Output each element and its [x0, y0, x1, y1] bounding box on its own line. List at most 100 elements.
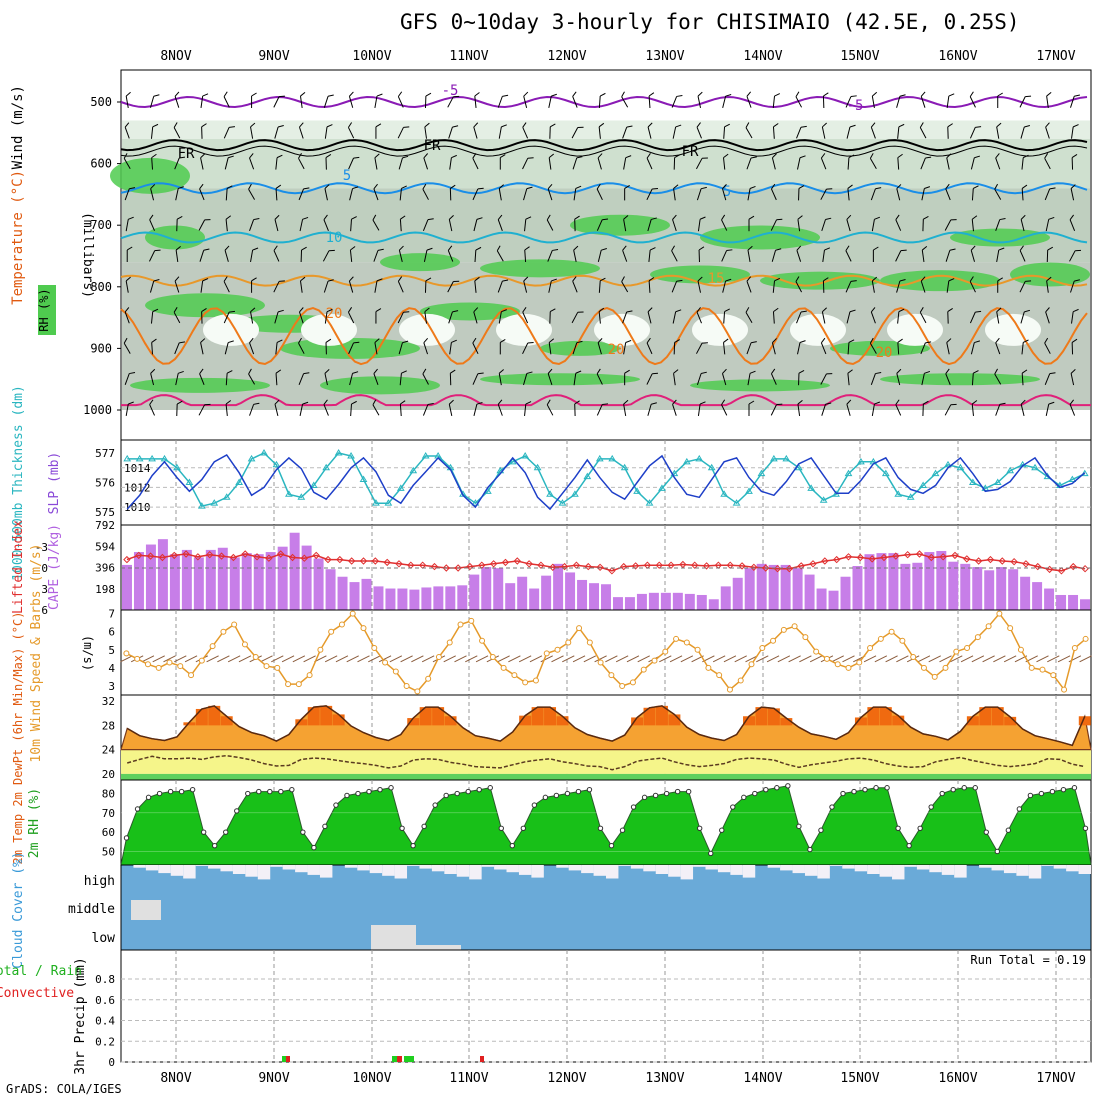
cape-bar [768, 564, 779, 610]
barb-staff [274, 126, 279, 139]
wind-barb [298, 153, 305, 170]
barb-staff [721, 250, 728, 262]
barb-flag [674, 339, 680, 343]
cloud-high-gap [295, 865, 308, 873]
barb-staff [871, 280, 875, 293]
wind-barb [671, 95, 683, 108]
wind-speed-line-point [673, 635, 680, 642]
thickness-line-point [857, 457, 865, 465]
cloud-high-gap [593, 865, 606, 876]
wind-barb [347, 307, 355, 324]
barb-staff [350, 219, 352, 232]
wind-speed-line-point [285, 681, 292, 688]
cloud-high-gap [842, 865, 855, 869]
barb-flag [403, 311, 410, 313]
surface-wind-barb [788, 655, 801, 663]
barb-flag [129, 371, 136, 375]
cape-bar [601, 584, 611, 610]
barb-staff [422, 404, 429, 416]
barb-flag [274, 399, 280, 405]
barb-staff [299, 95, 303, 109]
cloud-high-gap [369, 865, 383, 874]
barb-flag [125, 276, 131, 282]
barb-flag [797, 215, 803, 220]
wind-barb [325, 154, 332, 170]
rh2m-point [719, 827, 725, 833]
wind-barb [499, 338, 506, 355]
barb-staff [347, 311, 355, 324]
barb-staff [200, 157, 204, 170]
barb-flag [174, 276, 180, 282]
wind-barb [772, 123, 779, 139]
barb-flag [577, 126, 584, 129]
barb-staff [199, 373, 205, 385]
surface-wind-barb [831, 655, 844, 663]
isotherm--5 [120, 95, 1088, 109]
wind-barb [945, 248, 956, 262]
barb-staff [349, 373, 354, 386]
barb-flag [845, 245, 850, 251]
rh2m-point [123, 835, 130, 841]
cloud-high-gap [954, 865, 967, 878]
barb-staff [820, 342, 827, 355]
wind-barb [123, 153, 131, 170]
barb-flag [174, 91, 180, 97]
wind-speed-line-point [155, 664, 162, 671]
cape-bar [253, 554, 264, 610]
cape-bar [505, 583, 516, 610]
wind-speed-line-point [306, 672, 313, 679]
barb-flag [925, 156, 932, 159]
barb-flag [200, 153, 206, 159]
lifted-index-line-point [1057, 567, 1066, 575]
barb-staff [324, 126, 328, 139]
barb-flag [450, 184, 456, 189]
thickness-line-point [944, 460, 952, 468]
barb-flag [822, 122, 827, 128]
wind-barb [971, 370, 979, 386]
surface-wind-barb [184, 655, 198, 663]
wind-barb [200, 153, 206, 170]
wind-barb [995, 153, 1001, 170]
barb-staff [870, 188, 876, 201]
wind-barb [199, 248, 210, 262]
lifted-index-line-point [359, 557, 368, 565]
wind-barb [995, 337, 1001, 355]
barb-staff [920, 280, 926, 293]
barb-flag [551, 93, 557, 97]
thickness-line-point [396, 484, 405, 491]
lifted-index-line-point [158, 553, 167, 562]
wind-barb [1069, 249, 1082, 262]
lifted-index-line-point [821, 557, 829, 565]
barb-staff [1044, 373, 1051, 385]
wind-barb [547, 249, 559, 262]
barb-staff [1021, 157, 1024, 170]
wind-barb [722, 184, 727, 201]
wind-barb [473, 122, 479, 139]
barb-staff [571, 127, 579, 139]
rh-moist-region [880, 270, 1000, 292]
barb-flag [945, 368, 950, 374]
barb-staff [398, 250, 403, 262]
surface-wind-barb [799, 655, 812, 663]
barb-staff [770, 219, 777, 231]
barb-flag [1045, 122, 1050, 128]
wind-barb [447, 245, 454, 262]
barb-staff [697, 219, 701, 232]
wind-barb [648, 92, 655, 109]
barb-staff [771, 157, 776, 170]
barb-flag [324, 368, 330, 374]
chart-title: GFS 0~10day 3-hourly for CHISIMAIO (42.5… [400, 10, 1020, 34]
rh2m-point [432, 802, 438, 808]
thickness-line-point [285, 490, 293, 497]
barb-staff [449, 342, 452, 355]
barb-flag [1048, 401, 1055, 405]
barb-staff [1020, 311, 1025, 324]
dewpoint-line [126, 754, 1085, 771]
thickness-line-point [384, 499, 393, 506]
barb-flag [323, 214, 328, 220]
surface-wind-barb [669, 655, 683, 663]
barb-staff [200, 342, 204, 355]
barb-staff [596, 373, 603, 385]
barb-flag [897, 338, 903, 343]
wind-barb [223, 126, 235, 139]
